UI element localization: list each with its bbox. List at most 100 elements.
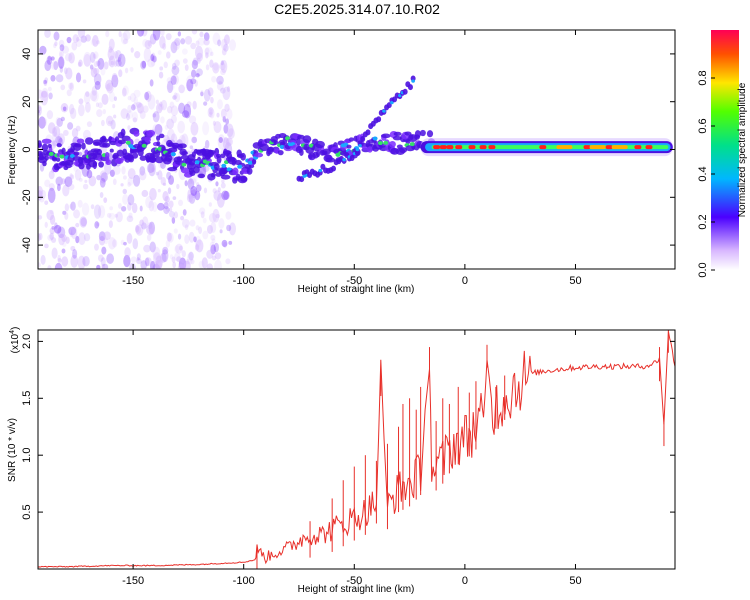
spectrogram-hotspot (446, 145, 454, 150)
spectrogram-cell (193, 137, 197, 142)
spectrogram-cell (156, 127, 163, 134)
spectrogram-cell (94, 80, 101, 90)
snr-y-tick-label: 1.5 (21, 391, 33, 406)
spectrogram-cell (152, 55, 157, 63)
spectrogram-cell (44, 30, 51, 38)
spectrogram-cell (316, 150, 321, 158)
spectrogram-cell (109, 169, 115, 177)
spectrogram-cell (93, 67, 100, 75)
spectrogram-cell (126, 215, 134, 223)
spectrogram-cell (174, 59, 180, 67)
spectrogram-cell (64, 203, 70, 212)
spectrogram-cell (53, 125, 61, 138)
spectrogram-hotspot (645, 145, 653, 150)
spectrogram-cell (105, 115, 114, 127)
spectrogram-cell (91, 85, 97, 96)
spectrogram-hotspot (589, 145, 606, 150)
spectrogram-hotspot (439, 145, 447, 150)
spectrogram-cell (302, 135, 312, 143)
spectrogram-cell (156, 141, 161, 147)
spectrogram-cell (225, 211, 232, 220)
spectrogram-cell (184, 64, 189, 71)
spectrogram-cell (118, 202, 122, 209)
spectrogram-cell (348, 137, 355, 142)
colorbar-tick-label: 0.4 (697, 166, 709, 181)
spectrogram-cell (94, 243, 99, 251)
spectrogram-cell (38, 89, 44, 99)
spectrogram-cell (165, 200, 170, 205)
spectrogram-cell (88, 175, 97, 187)
spectrogram-cell (82, 255, 90, 267)
spectrogram-cell (140, 60, 147, 70)
spectrogram-cell (163, 61, 168, 69)
spectrogram-cell (101, 246, 107, 255)
spectrogram-hotspot (583, 145, 591, 150)
spectrogram-cell (39, 189, 46, 200)
spectrogram-cell (62, 210, 67, 215)
spectrogram-cell (141, 189, 149, 198)
spectrogram-cell (178, 257, 187, 269)
spectrogram-cell (47, 86, 52, 92)
snr-x-ticks: -150 -100 -50 0 50 (122, 330, 582, 587)
spectrogram-cell (186, 101, 192, 108)
spectrogram-cell (159, 101, 163, 107)
spectrogram-cell (237, 175, 248, 184)
spectrogram-cell (93, 51, 99, 60)
spectrogram-cell (393, 131, 402, 136)
spectrogram-cell (216, 192, 225, 208)
spectrogram-cell (212, 32, 221, 46)
spectrogram-cell (390, 101, 394, 105)
spectrogram-cell (210, 221, 217, 234)
spectrogram-cell (277, 149, 284, 156)
spectrogram-cell (96, 109, 103, 118)
spectrogram-cell (148, 161, 156, 177)
spectrogram-hotspot (488, 145, 496, 150)
spectrogram-cell (103, 231, 111, 241)
spectrogram-cell (57, 57, 64, 69)
spectrogram-cell (90, 38, 97, 46)
spectrogram-cell (157, 188, 161, 193)
spectrogram-cell (155, 259, 162, 269)
spectrogram-cell (196, 57, 201, 64)
spectrogram-cell (211, 255, 217, 261)
spectrogram-cell (50, 61, 59, 70)
spectrogram-cell (56, 143, 62, 148)
spectrogram-cell (130, 256, 137, 263)
spectrogram-cell (159, 66, 164, 71)
spectrogram-cell (383, 140, 389, 145)
snr-y-tick-label: 1.0 (21, 448, 33, 463)
spectrogram-cell (121, 87, 127, 97)
spectrogram-cell (47, 56, 51, 62)
spectrogram-cell (143, 244, 151, 253)
spectrogram-cell (188, 158, 196, 166)
spectrogram-cell (213, 121, 222, 134)
spectrogram-cell (175, 243, 184, 254)
spectrogram-cell (145, 90, 152, 102)
spectrogram-cell (205, 64, 210, 71)
spectrogram-cell (180, 215, 185, 221)
spectrogram-cell (65, 236, 70, 244)
spectrogram-y-tick-label: 0 (21, 146, 33, 152)
spectrogram-cell (150, 60, 156, 67)
spectrogram-cell (228, 240, 233, 245)
spectrogram-cell (108, 55, 116, 68)
spectrogram-cell (105, 79, 114, 92)
spectrogram-cell (212, 120, 216, 126)
spectrogram-cell (221, 166, 228, 175)
snr-y-tick-label: 0.5 (21, 504, 33, 519)
snr-y-multiplier: (x104) (9, 327, 21, 354)
spectrogram-cell (59, 44, 65, 52)
spectrogram-cell (177, 120, 186, 134)
spectrogram-cell (172, 261, 177, 269)
spectrogram-cell (84, 179, 88, 184)
spectrogram-cell (160, 30, 165, 37)
spectrogram-cell (47, 234, 54, 241)
spectrogram-cell (85, 91, 90, 97)
spectrogram-cell (113, 114, 117, 119)
spectrogram-cell (89, 64, 94, 70)
spectrogram-cell (203, 101, 208, 106)
spectrogram-cell (330, 165, 336, 172)
spectrogram-cell (38, 111, 41, 117)
spectrogram-cell (162, 190, 169, 202)
spectrogram-cell (66, 89, 72, 97)
